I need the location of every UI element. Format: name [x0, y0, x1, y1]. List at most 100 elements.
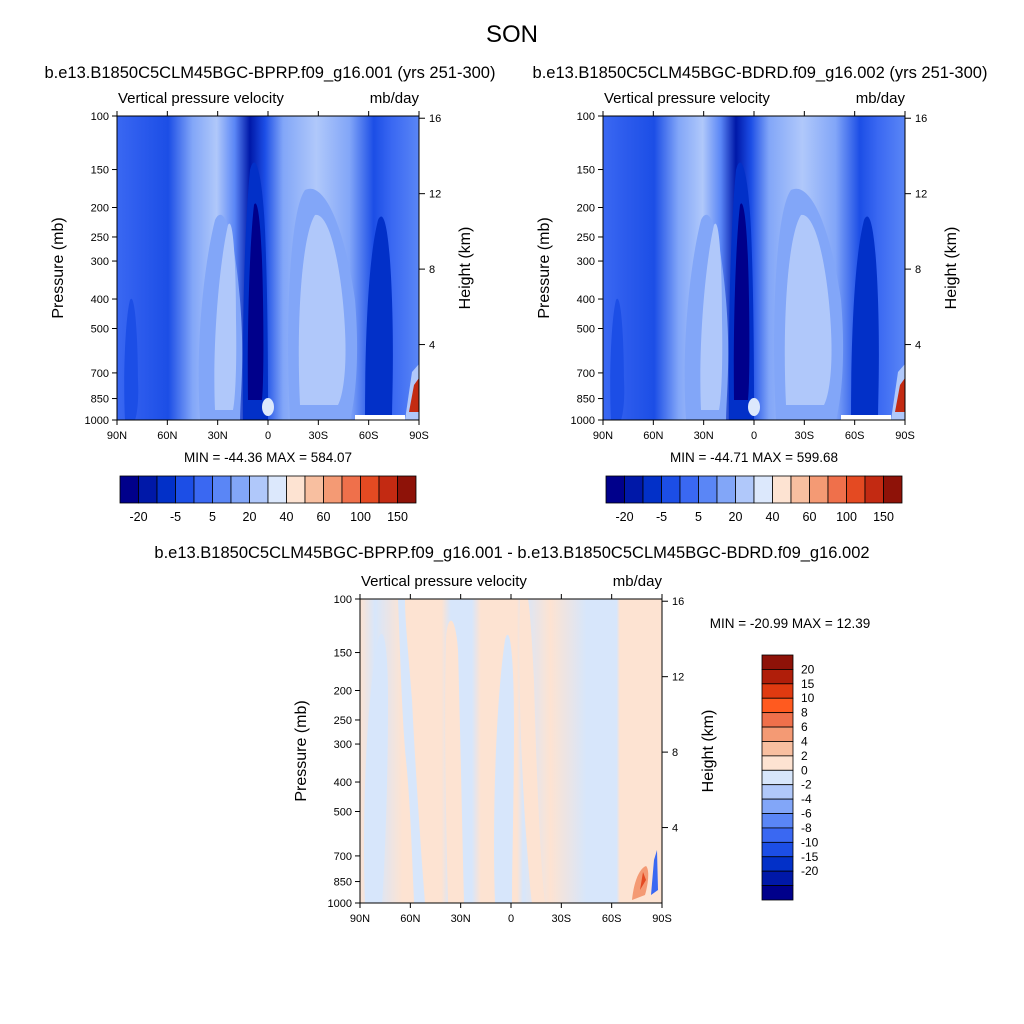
colorbar-swatch: [761, 784, 794, 800]
pressure-tick-label: 400: [91, 294, 109, 306]
colorbar-swatch: [175, 475, 195, 504]
lat-tick-label: 60S: [359, 430, 379, 442]
lat-tick-label: 0: [508, 913, 514, 925]
colorbar-swatch: [624, 475, 644, 504]
colorbar-label: 100: [350, 510, 371, 524]
lat-tick-label: 30S: [795, 430, 815, 442]
colorbar-swatch: [679, 475, 699, 504]
colorbar-swatch: [341, 475, 361, 504]
pressure-tick-label: 850: [91, 394, 109, 406]
height-tick-label: 4: [915, 340, 921, 352]
colorbar-swatch: [735, 475, 755, 504]
colorbar-swatch: [698, 475, 718, 504]
panel-b-right-label: mb/day: [856, 90, 906, 107]
colorbar-swatch: [323, 475, 343, 504]
colorbar-swatch: [286, 475, 306, 504]
colorbar-label: 5: [695, 510, 702, 524]
colorbar-swatch: [230, 475, 250, 504]
colorbar-swatch: [809, 475, 829, 504]
height-tick-label: 16: [429, 113, 441, 125]
panel-a-colorbar: -20 -5 5 20 40 60 100 150: [119, 475, 417, 524]
colorbar-label: -4: [801, 792, 812, 806]
panel-b-stats: MIN = -44.71 MAX = 599.68: [670, 450, 838, 465]
height-tick-label: 8: [915, 264, 921, 276]
panel-b: b.e13.B1850C5CLM45BGC-BDRD.f09_g16.002 (…: [533, 64, 988, 524]
colorbar-swatch: [761, 654, 794, 670]
colorbar-label: 4: [801, 734, 808, 748]
colorbar-swatch: [846, 475, 866, 504]
colorbar-swatch: [753, 475, 773, 504]
colorbar-swatch: [642, 475, 662, 504]
colorbar-label: 0: [801, 763, 808, 777]
pressure-tick-label: 1000: [328, 898, 352, 910]
lat-tick-label: 30S: [552, 913, 572, 925]
colorbar-label: -20: [129, 510, 147, 524]
colorbar-swatch: [716, 475, 736, 504]
height-tick-label: 12: [672, 672, 684, 684]
pressure-tick-label: 700: [91, 368, 109, 380]
lat-tick-label: 0: [265, 430, 271, 442]
colorbar-label: 60: [803, 510, 817, 524]
lat-tick-label: 60S: [602, 913, 622, 925]
panel-b-field: [603, 116, 905, 420]
pressure-tick-label: 1000: [85, 415, 109, 427]
colorbar-label: 8: [801, 706, 808, 720]
panel-b-title: b.e13.B1850C5CLM45BGC-BDRD.f09_g16.002 (…: [533, 64, 988, 82]
pressure-tick-label: 100: [577, 111, 595, 123]
colorbar-label: 20: [801, 662, 815, 676]
colorbar-label: -20: [615, 510, 633, 524]
lat-tick-label: 90S: [895, 430, 915, 442]
pressure-tick-label: 100: [334, 594, 352, 606]
pressure-tick-label: 300: [91, 256, 109, 268]
height-tick-label: 16: [672, 596, 684, 608]
colorbar-swatch: [761, 885, 794, 901]
colorbar-label: -2: [801, 778, 812, 792]
colorbar-swatch: [761, 669, 794, 685]
height-tick-label: 4: [429, 340, 435, 352]
colorbar-swatch: [304, 475, 324, 504]
colorbar-label: 40: [766, 510, 780, 524]
panel-diff-y2label: Height (km): [700, 710, 717, 793]
colorbar-swatch: [761, 798, 794, 814]
colorbar-swatch: [761, 683, 794, 699]
panel-diff-stats: MIN = -20.99 MAX = 12.39: [710, 616, 871, 631]
height-tick-label: 8: [672, 747, 678, 759]
lat-tick-label: 90S: [652, 913, 672, 925]
lat-tick-label: 90N: [107, 430, 127, 442]
colorbar-label: 20: [729, 510, 743, 524]
colorbar-swatch: [790, 475, 810, 504]
colorbar-swatch: [761, 841, 794, 858]
panel-diff-left-label: Vertical pressure velocity: [361, 573, 527, 590]
colorbar-swatch: [864, 475, 884, 504]
panel-a: b.e13.B1850C5CLM45BGC-BPRP.f09_g16.001 (…: [45, 64, 496, 524]
colorbar-label: -8: [801, 821, 812, 835]
lat-tick-label: 90N: [593, 430, 613, 442]
height-tick-label: 8: [429, 264, 435, 276]
colorbar-label: -15: [801, 850, 819, 864]
colorbar-swatch: [212, 475, 232, 504]
pressure-tick-label: 700: [334, 851, 352, 863]
lat-tick-label: 0: [751, 430, 757, 442]
pressure-tick-label: 300: [577, 256, 595, 268]
panel-diff-right-label: mb/day: [613, 573, 663, 590]
pressure-tick-label: 100: [91, 111, 109, 123]
pressure-tick-label: 500: [91, 323, 109, 335]
colorbar-swatch: [378, 475, 398, 504]
colorbar-swatch: [193, 475, 213, 504]
colorbar-label: 60: [317, 510, 331, 524]
lat-tick-label: 30S: [309, 430, 329, 442]
pressure-tick-label: 700: [577, 368, 595, 380]
colorbar-label: 150: [387, 510, 408, 524]
panel-diff: b.e13.B1850C5CLM45BGC-BPRP.f09_g16.001 -…: [154, 544, 870, 925]
height-tick-label: 4: [672, 823, 678, 835]
colorbar-label: 5: [209, 510, 216, 524]
pressure-tick-label: 200: [334, 686, 352, 698]
panel-a-stats: MIN = -44.36 MAX = 584.07: [184, 450, 352, 465]
lat-tick-label: 30N: [451, 913, 471, 925]
pressure-tick-label: 250: [577, 232, 595, 244]
colorbar-label: 15: [801, 677, 815, 691]
colorbar-label: 6: [801, 720, 808, 734]
colorbar-swatch: [761, 712, 794, 728]
